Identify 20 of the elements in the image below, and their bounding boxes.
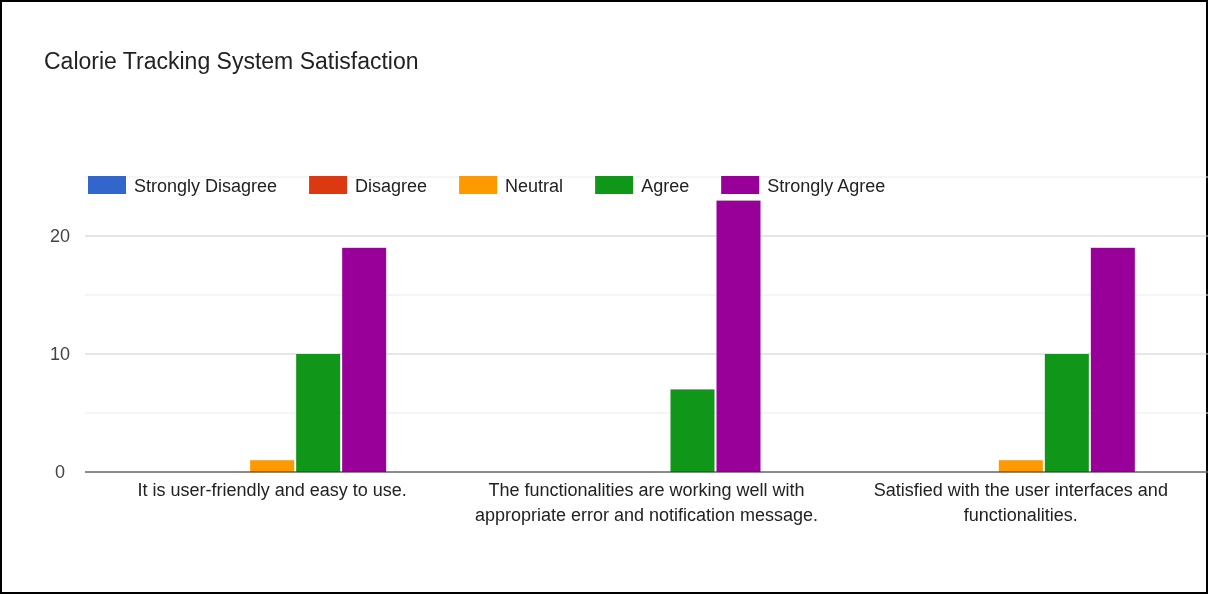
bar	[1090, 247, 1135, 472]
bar	[998, 460, 1043, 472]
legend-label: Neutral	[505, 176, 564, 196]
bar	[670, 389, 715, 472]
legend-label: Strongly Disagree	[134, 176, 278, 196]
legend-label: Strongly Agree	[767, 176, 886, 196]
x-tick-label: The functionalities are working well with appropriate error and notification message.	[474, 480, 819, 525]
x-tick-label: Satisfied with the user interfaces and functionalities.	[873, 480, 1168, 525]
y-tick-label: 10	[49, 344, 71, 365]
x-tick-label: It is user-friendly and easy to use.	[137, 480, 407, 500]
bar	[716, 200, 761, 472]
legend-label: Disagree	[355, 176, 428, 196]
y-tick-label: 0	[54, 462, 66, 483]
y-tick-label: 20	[49, 226, 71, 247]
bar	[250, 460, 295, 472]
bar	[342, 247, 387, 472]
bar	[296, 354, 341, 472]
bar	[1044, 354, 1089, 472]
legend-label: Agree	[641, 176, 690, 196]
chart-title: Calorie Tracking System Satisfaction	[44, 48, 419, 74]
